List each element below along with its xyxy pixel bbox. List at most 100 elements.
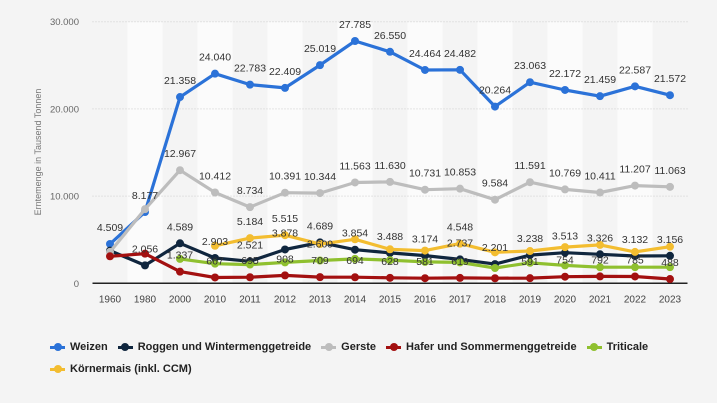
data-point[interactable] [211, 273, 219, 282]
data-point[interactable] [526, 247, 534, 256]
data-label: 11.563 [339, 160, 370, 172]
data-point[interactable] [491, 195, 499, 204]
data-point[interactable] [351, 37, 359, 46]
data-point[interactable] [281, 271, 289, 280]
data-point[interactable] [281, 188, 289, 197]
data-label: 24.040 [199, 52, 231, 64]
data-label: 908 [276, 253, 294, 265]
data-point[interactable] [246, 80, 254, 89]
data-point[interactable] [246, 203, 254, 212]
legend-item-weizen[interactable]: Weizen [50, 339, 108, 355]
data-point[interactable] [561, 185, 569, 194]
data-point[interactable] [526, 274, 534, 283]
legend-item-roggen[interactable]: Roggen und Wintermenggetreide [117, 339, 311, 355]
data-point[interactable] [176, 239, 184, 248]
legend-item-triticale[interactable]: Triticale [586, 339, 648, 355]
data-point[interactable] [456, 65, 464, 74]
data-point[interactable] [561, 243, 569, 252]
series-line [213, 233, 672, 254]
data-point[interactable] [666, 251, 674, 260]
data-point[interactable] [246, 273, 254, 282]
data-point[interactable] [596, 250, 604, 259]
data-point[interactable] [491, 248, 499, 257]
data-point[interactable] [456, 258, 464, 267]
data-point[interactable] [421, 246, 429, 255]
data-point[interactable] [106, 252, 114, 261]
data-point[interactable] [141, 261, 149, 270]
data-point[interactable] [386, 177, 394, 186]
data-point[interactable] [491, 264, 499, 273]
data-point[interactable] [596, 263, 604, 272]
data-point[interactable] [351, 254, 359, 263]
data-point[interactable] [316, 240, 324, 249]
data-point[interactable] [526, 258, 534, 267]
data-point[interactable] [316, 189, 324, 198]
data-point[interactable] [351, 245, 359, 254]
data-point[interactable] [386, 245, 394, 254]
data-point[interactable] [351, 235, 359, 244]
data-point[interactable] [106, 239, 114, 248]
data-point[interactable] [211, 188, 219, 197]
data-point[interactable] [211, 259, 219, 268]
data-point[interactable] [491, 102, 499, 111]
data-point[interactable] [631, 82, 639, 91]
data-point[interactable] [561, 248, 569, 257]
data-point[interactable] [666, 263, 674, 272]
data-point[interactable] [596, 92, 604, 101]
legend-item-gerste[interactable]: Gerste [321, 339, 376, 355]
data-point[interactable] [666, 91, 674, 100]
data-point[interactable] [631, 263, 639, 272]
data-point[interactable] [561, 272, 569, 281]
data-point[interactable] [246, 234, 254, 243]
data-point[interactable] [456, 239, 464, 248]
data-point[interactable] [176, 254, 184, 263]
data-point[interactable] [316, 256, 324, 265]
legend-item-koernermais[interactable]: Körnermais (inkl. CCM) [50, 361, 192, 377]
data-point[interactable] [596, 188, 604, 197]
data-point[interactable] [456, 184, 464, 193]
data-point[interactable] [491, 274, 499, 283]
data-point[interactable] [596, 272, 604, 281]
data-point[interactable] [666, 242, 674, 251]
data-point[interactable] [386, 273, 394, 282]
data-point[interactable] [246, 260, 254, 269]
data-point[interactable] [281, 231, 289, 240]
data-point[interactable] [631, 247, 639, 256]
data-point[interactable] [526, 178, 534, 187]
data-point[interactable] [281, 83, 289, 92]
data-label: 23.063 [514, 60, 546, 72]
data-point[interactable] [666, 182, 674, 191]
data-point[interactable] [141, 205, 149, 214]
data-point[interactable] [666, 275, 674, 284]
data-label: 9.584 [482, 178, 508, 190]
data-point[interactable] [386, 256, 394, 265]
data-point[interactable] [176, 166, 184, 175]
data-point[interactable] [316, 273, 324, 282]
data-point[interactable] [421, 65, 429, 74]
data-label: 591 [521, 256, 539, 268]
data-point[interactable] [561, 85, 569, 94]
legend-item-hafer[interactable]: Hafer und Sommermenggetreide [386, 339, 577, 355]
data-point[interactable] [176, 93, 184, 102]
data-point[interactable] [211, 69, 219, 78]
data-point[interactable] [281, 258, 289, 267]
data-point[interactable] [351, 273, 359, 282]
data-label: 10.412 [199, 171, 231, 183]
data-point[interactable] [141, 249, 149, 258]
data-point[interactable] [386, 47, 394, 56]
data-point[interactable] [596, 240, 604, 249]
data-point[interactable] [281, 245, 289, 254]
data-point[interactable] [526, 78, 534, 87]
data-point[interactable] [631, 181, 639, 190]
data-point[interactable] [421, 185, 429, 194]
data-point[interactable] [211, 253, 219, 262]
data-point[interactable] [421, 257, 429, 266]
data-point[interactable] [211, 241, 219, 250]
data-point[interactable] [561, 261, 569, 270]
data-point[interactable] [316, 61, 324, 70]
data-point[interactable] [176, 267, 184, 276]
data-point[interactable] [421, 274, 429, 283]
data-point[interactable] [456, 273, 464, 282]
data-point[interactable] [351, 178, 359, 187]
data-point[interactable] [631, 272, 639, 281]
